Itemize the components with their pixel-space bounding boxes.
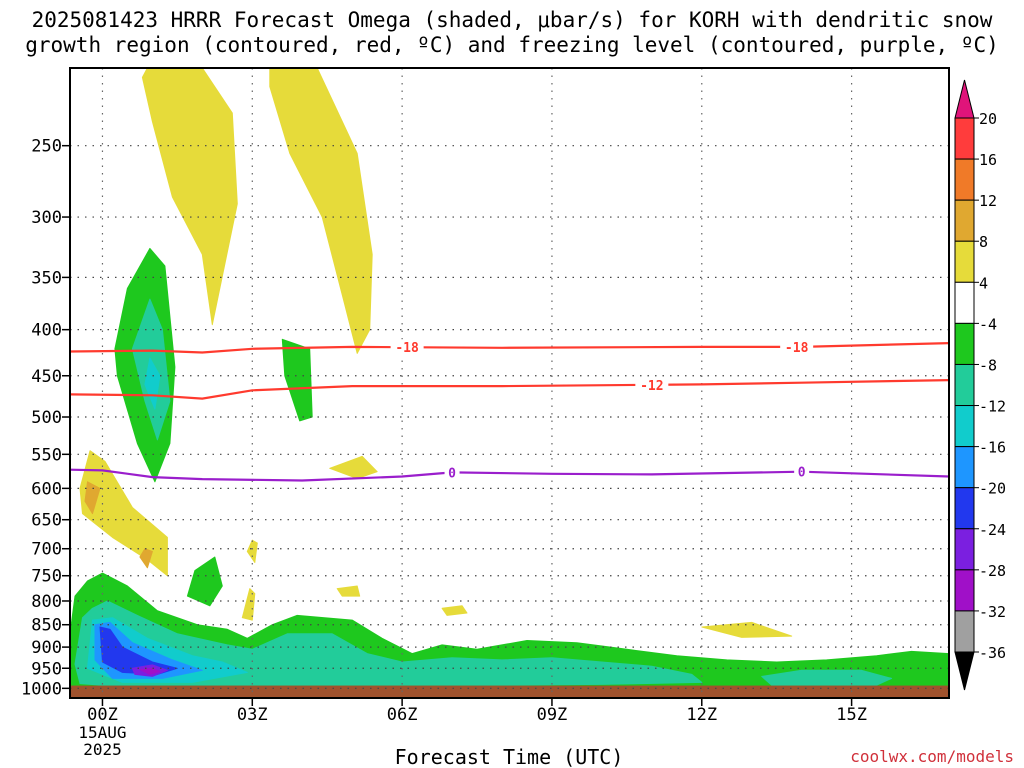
omega-area-neg4-1 (281, 338, 313, 422)
chart-title-line-2: growth region (contoured, red, ºC) and f… (25, 33, 999, 57)
y-tick-label-300: 300 (31, 208, 62, 228)
y-tick-label-500: 500 (31, 408, 62, 428)
y-tick-label-1000: 1000 (21, 679, 62, 699)
contour-label-bg-0-1 (780, 338, 814, 355)
colorbar-segment-3 (954, 199, 975, 242)
colorbar: 20 16 12 8 4 -4 -8 -12 -16 -20 -24 -28 -32 -36 (954, 79, 1006, 691)
omega-area-neg28-0 (139, 667, 161, 675)
colorbar-top-triangle (954, 79, 975, 119)
axis-layer: 2503003504004505005506006507007508008509… (21, 137, 867, 759)
omega-area-4-7 (441, 605, 468, 616)
x-tick-label-15Z: 15Z (836, 705, 867, 725)
colorbar-label-5: -4 (979, 315, 997, 333)
colorbar-label-3: 8 (979, 233, 988, 251)
omega-area-neg4-2 (186, 556, 223, 607)
omega-area-neg8-2 (761, 669, 893, 686)
x-tick-label-06Z: 06Z (387, 705, 418, 725)
colorbar-label-6: -8 (979, 356, 997, 374)
y-tick-label-850: 850 (31, 616, 62, 636)
y-tick-label-600: 600 (31, 479, 62, 499)
y-tick-label-450: 450 (31, 367, 62, 387)
y-tick-label-800: 800 (31, 592, 62, 612)
contour-label-2-1: 0 (798, 466, 806, 481)
colorbar-label-12: -32 (979, 603, 1006, 621)
contour-label-bg-0-0 (390, 339, 424, 356)
contour-line-2 (70, 468, 949, 482)
colorbar-segment-2 (954, 158, 975, 201)
colorbar-label-7: -12 (979, 398, 1006, 416)
plot-frame (69, 67, 950, 699)
colorbar-label-0: 20 (979, 110, 997, 128)
contour-label-2-0: 0 (448, 466, 456, 481)
contour-layer: -18 -18 -12 0 0 (70, 338, 949, 482)
terrain-band (70, 685, 949, 698)
colorbar-label-8: -16 (979, 439, 1006, 457)
colorbar-segment-11 (954, 528, 975, 571)
contour-label-1-0: -12 (640, 379, 663, 394)
omega-area-8-1 (139, 548, 153, 569)
contour-label-0-1: -18 (785, 341, 809, 356)
contour-label-bg-1-0 (635, 376, 669, 393)
omega-area-4-6 (336, 585, 361, 597)
x-tick-label-00Z: 00Z (87, 705, 118, 725)
colorbar-segment-4 (954, 240, 975, 283)
y-tick-label-650: 650 (31, 511, 62, 531)
contour-label-0-0: -18 (395, 341, 419, 356)
colorbar-label-9: -20 (979, 480, 1006, 498)
colorbar-bottom-triangle (954, 651, 975, 691)
y-tick-label-400: 400 (31, 321, 62, 341)
x-axis-label: Forecast Time (UTC) (395, 745, 624, 768)
colorbar-label-4: 4 (979, 274, 988, 292)
colorbar-segment-7 (954, 363, 975, 407)
y-tick-label-950: 950 (31, 659, 62, 679)
omega-area-4-1 (269, 68, 373, 354)
omega-area-4-5 (241, 588, 256, 621)
y-tick-label-700: 700 (31, 540, 62, 560)
colorbar-label-1: 16 (979, 151, 997, 169)
colorbar-segment-13 (954, 610, 975, 653)
x-tick-label-12Z: 12Z (686, 705, 717, 725)
y-tick-label-350: 350 (31, 268, 62, 288)
omega-area-4-0 (141, 68, 238, 326)
y-tick-label-900: 900 (31, 638, 62, 658)
x-tick-label-03Z: 03Z (237, 705, 268, 725)
y-tick-label-250: 250 (31, 137, 62, 157)
colorbar-segment-10 (954, 487, 975, 530)
y-tick-label-750: 750 (31, 567, 62, 587)
colorbar-segment-8 (954, 405, 975, 448)
omega-area-4-3 (329, 455, 378, 479)
colorbar-segment-5 (954, 281, 975, 324)
x-date-label-0: 15AUG (78, 723, 126, 742)
omega-area-8-0 (84, 481, 101, 515)
y-tick-label-550: 550 (31, 445, 62, 465)
x-tick-label-09Z: 09Z (537, 705, 568, 725)
colorbar-label-10: -24 (979, 521, 1006, 539)
contour-line-0 (70, 342, 949, 354)
colorbar-label-13: -36 (979, 644, 1006, 662)
credit-text: coolwx.com/models (850, 747, 1014, 766)
x-date-label-1: 2025 (83, 740, 122, 759)
grid-layer (70, 68, 949, 698)
omega-area-4-2 (79, 450, 168, 577)
omega-area-4-8 (701, 621, 793, 638)
colorbar-label-11: -28 (979, 562, 1006, 580)
colorbar-label-2: 12 (979, 192, 997, 210)
colorbar-segment-12 (954, 569, 975, 612)
contour-line-1 (70, 379, 949, 400)
omega-area-neg8-1 (74, 600, 703, 686)
contour-label-bg-2-1 (794, 463, 810, 480)
omega-area-4-4 (246, 539, 258, 563)
colorbar-segment-6 (954, 322, 975, 365)
colorbar-segment-9 (954, 446, 975, 489)
omega-shading-layer (70, 68, 949, 698)
colorbar-segment-1 (954, 117, 975, 160)
terrain-layer (70, 685, 949, 698)
omega-area-neg20-0 (99, 626, 178, 675)
chart-title-line-1: 2025081423 HRRR Forecast Omega (shaded, … (31, 8, 993, 32)
contour-label-bg-2-0 (444, 464, 460, 481)
